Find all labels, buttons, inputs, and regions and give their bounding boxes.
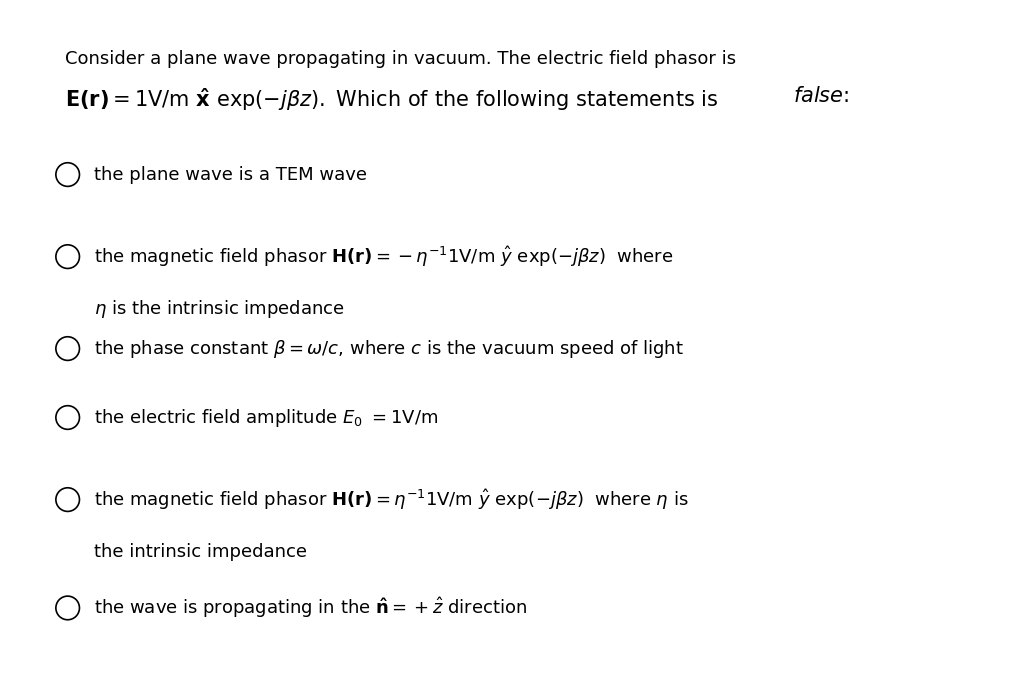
Text: $\mathbf{E(r)} = 1\mathrm{V/m}\ \mathbf{\hat{x}}\ \exp(-j\beta z)$$\mathrm{.\ Wh: $\mathbf{E(r)} = 1\mathrm{V/m}\ \mathbf{… [65,86,718,112]
Text: the phase constant $\beta = \omega/c$, where $c$ is the vacuum speed of light: the phase constant $\beta = \omega/c$, w… [94,338,684,360]
Text: $\mathbf{\mathit{false}}$:: $\mathbf{\mathit{false}}$: [794,86,850,106]
Text: the intrinsic impedance: the intrinsic impedance [94,543,307,561]
Text: the magnetic field phasor $\mathbf{H(r)} = \eta^{-1}1\mathrm{V/m}\ \hat{y}\ \exp: the magnetic field phasor $\mathbf{H(r)}… [94,487,689,512]
Text: Consider a plane wave propagating in vacuum. The electric field phasor is: Consider a plane wave propagating in vac… [65,50,736,68]
Text: the magnetic field phasor $\mathbf{H(r)} = -\eta^{-1}1\mathrm{V/m}\ \hat{y}\ \ex: the magnetic field phasor $\mathbf{H(r)}… [94,244,674,269]
Text: the electric field amplitude $E_0\ = 1\mathrm{V/m}$: the electric field amplitude $E_0\ = 1\m… [94,406,438,428]
Text: the wave is propagating in the $\mathbf{\hat{n}} = +\hat{z}$ direction: the wave is propagating in the $\mathbf{… [94,596,527,620]
Text: $\eta$ is the intrinsic impedance: $\eta$ is the intrinsic impedance [94,298,345,320]
Text: the plane wave is a TEM wave: the plane wave is a TEM wave [94,166,368,183]
